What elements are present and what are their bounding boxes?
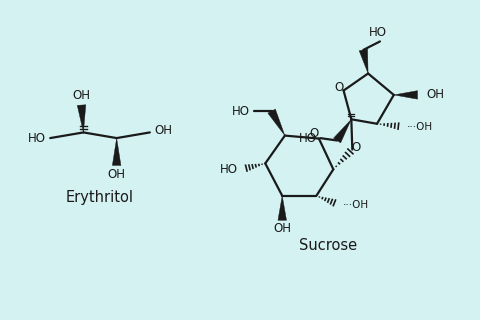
Polygon shape: [334, 119, 351, 143]
Polygon shape: [77, 105, 86, 132]
Text: O: O: [310, 127, 319, 140]
Text: OH: OH: [273, 222, 291, 235]
Text: OH: OH: [155, 124, 173, 137]
Text: Erythritol: Erythritol: [66, 189, 134, 204]
Text: Sucrose: Sucrose: [299, 238, 357, 253]
Text: O: O: [334, 81, 344, 94]
Polygon shape: [112, 138, 121, 165]
Polygon shape: [359, 49, 368, 74]
Text: O: O: [351, 141, 360, 154]
Polygon shape: [278, 196, 287, 220]
Text: OH: OH: [426, 88, 444, 101]
Text: HO: HO: [220, 163, 238, 176]
Polygon shape: [394, 91, 418, 99]
Text: HO: HO: [299, 132, 317, 145]
Text: ···OH: ···OH: [407, 122, 432, 132]
Text: HO: HO: [369, 27, 386, 39]
Text: OH: OH: [72, 89, 91, 102]
Text: OH: OH: [108, 168, 126, 181]
Text: HO: HO: [27, 132, 46, 145]
Text: ···OH: ···OH: [343, 200, 369, 210]
Polygon shape: [268, 109, 285, 136]
Text: HO: HO: [232, 105, 250, 117]
